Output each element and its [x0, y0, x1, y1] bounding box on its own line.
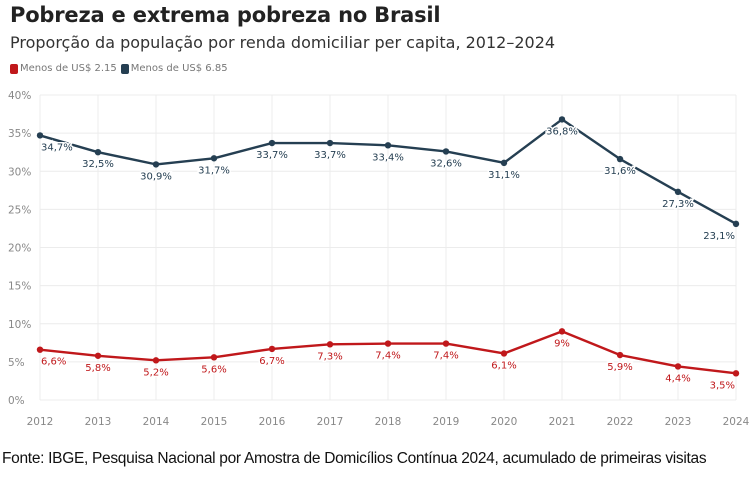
legend-item-poverty[interactable]: Menos de US$ 6.85	[120, 63, 228, 74]
data-point[interactable]	[36, 346, 44, 353]
data-point[interactable]	[36, 132, 44, 139]
x-tick-label: 2013	[85, 416, 112, 428]
data-label: 30,9%	[140, 171, 172, 182]
y-tick-label: 30%	[8, 166, 31, 178]
data-point[interactable]	[384, 142, 392, 149]
y-tick-label: 0%	[8, 395, 25, 407]
data-label: 3,5%	[710, 380, 735, 391]
data-point[interactable]	[94, 352, 102, 359]
legend-label-extreme-poverty: Menos de US$ 2.15	[20, 63, 117, 74]
data-point[interactable]	[616, 351, 624, 359]
data-point[interactable]	[268, 345, 276, 353]
x-tick-label: 2023	[665, 416, 692, 428]
x-axis: 2012 2013 2014 2015 2016 2017 2018 2019 2020 2021…	[27, 416, 750, 428]
data-point[interactable]	[384, 340, 392, 347]
data-point[interactable]	[268, 139, 276, 147]
chart-subtitle: Proporção da população por renda domicil…	[10, 33, 556, 52]
series-0: 6,6% 5,8% 5,2% 5,6% 6,7% 7,3% 7,4% 7,4% 6,1% 9% 5,…	[36, 328, 740, 393]
y-tick-label: 20%	[8, 243, 31, 255]
data-point[interactable]	[558, 328, 566, 335]
data-label: 9%	[554, 338, 570, 349]
legend-item-extreme-poverty[interactable]: Menos de US$ 2.15	[10, 63, 117, 74]
data-label: 34,7%	[41, 142, 73, 153]
data-label: 36,8%	[546, 126, 578, 137]
data-point[interactable]	[500, 350, 508, 357]
chart-title: Pobreza e extrema pobreza no Brasil	[10, 3, 441, 27]
data-point[interactable]	[152, 161, 160, 168]
y-tick-label: 5%	[8, 357, 25, 369]
x-tick-label: 2021	[549, 416, 576, 428]
data-label: 6,7%	[259, 356, 284, 367]
legend-label-poverty: Menos de US$ 6.85	[130, 63, 228, 74]
data-point[interactable]	[442, 340, 450, 347]
data-label: 7,3%	[317, 351, 342, 362]
x-tick-label: 2015	[201, 416, 228, 428]
series-group: 6,6% 5,8% 5,2% 5,6% 6,7% 7,3% 7,4% 7,4% 6,1% 9% 5,…	[36, 116, 740, 393]
data-point[interactable]	[210, 155, 218, 162]
data-point[interactable]	[674, 363, 682, 370]
data-label: 5,6%	[201, 364, 226, 375]
x-tick-label: 2012	[27, 416, 54, 428]
series-1: 34,7% 32,5% 30,9% 31,7% 33,7% 33,7% 33,4% 32,6%…	[36, 116, 740, 243]
data-label: 31,1%	[488, 170, 520, 181]
data-label: 6,6%	[41, 357, 66, 368]
x-tick-label: 2017	[317, 416, 344, 428]
legend-swatch-extreme-poverty	[10, 63, 18, 74]
x-tick-label: 2018	[375, 416, 402, 428]
data-point[interactable]	[442, 148, 450, 155]
y-tick-label: 25%	[8, 204, 31, 216]
data-point[interactable]	[558, 116, 566, 123]
data-label: 7,4%	[375, 351, 400, 362]
y-tick-label: 35%	[8, 128, 31, 140]
data-label: 5,8%	[85, 363, 110, 374]
x-tick-label: 2016	[259, 416, 286, 428]
gridlines	[39, 94, 737, 401]
data-label: 5,9%	[607, 362, 632, 373]
data-point[interactable]	[326, 341, 334, 348]
x-tick-label: 2019	[433, 416, 460, 428]
data-label: 33,7%	[256, 150, 288, 161]
data-point[interactable]	[674, 188, 682, 196]
data-label: 6,1%	[491, 360, 516, 371]
y-tick-label: 40%	[8, 90, 31, 102]
y-axis: 0% 5% 10% 15% 20% 25% 30% 35% 40%	[8, 90, 31, 407]
data-point[interactable]	[94, 148, 102, 156]
data-label: 31,7%	[198, 165, 230, 176]
x-tick-label: 2020	[491, 416, 518, 428]
legend: Menos de US$ 2.15 Menos de US$ 6.85	[10, 63, 232, 74]
data-point[interactable]	[210, 354, 218, 361]
data-point[interactable]	[732, 370, 740, 377]
source-note: Fonte: IBGE, Pesquisa Nacional por Amost…	[2, 450, 707, 467]
x-tick-label: 2014	[143, 416, 170, 428]
x-tick-label: 2024	[723, 416, 750, 428]
data-label: 33,4%	[372, 152, 404, 163]
y-tick-label: 10%	[8, 319, 31, 331]
data-label: 23,1%	[703, 231, 735, 242]
x-tick-label: 2022	[607, 416, 634, 428]
data-label: 32,5%	[82, 159, 114, 170]
data-label: 7,4%	[433, 351, 458, 362]
y-tick-label: 15%	[8, 281, 31, 293]
legend-swatch-poverty	[120, 63, 129, 74]
data-label: 31,6%	[604, 166, 636, 177]
data-point[interactable]	[500, 159, 508, 167]
data-label: 33,7%	[314, 150, 346, 161]
data-label: 27,3%	[662, 199, 694, 210]
data-point[interactable]	[326, 139, 334, 147]
data-point[interactable]	[152, 357, 160, 364]
data-label: 4,4%	[665, 373, 690, 384]
data-label: 32,6%	[430, 158, 462, 169]
data-point[interactable]	[616, 155, 624, 163]
data-point[interactable]	[732, 220, 740, 228]
data-label: 5,2%	[143, 367, 168, 378]
